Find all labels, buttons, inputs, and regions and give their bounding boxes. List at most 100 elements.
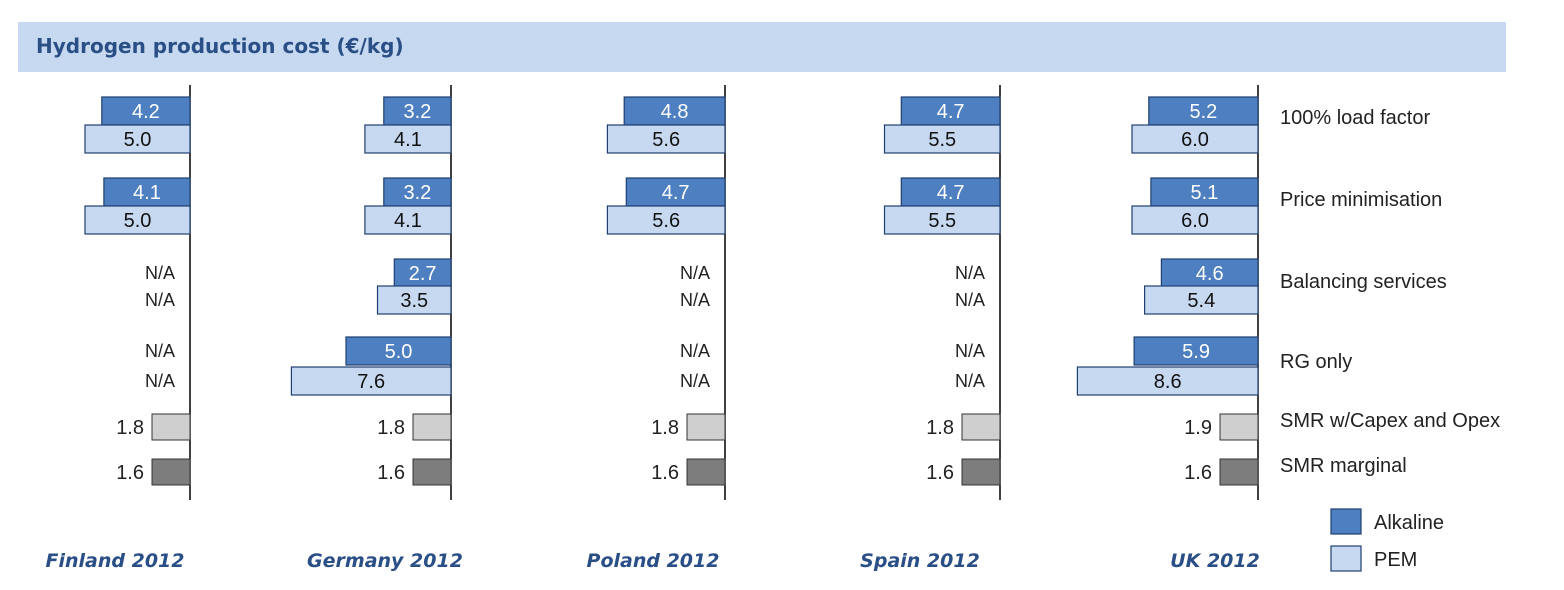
poland-2012-alkaline-label-2: 4.7 (662, 182, 690, 204)
finland-2012-pem-na-4: N/A (145, 371, 175, 391)
germany-2012-pem-bar-2 (364, 205, 452, 235)
poland-2012-alkaline-na-3: N/A (680, 263, 710, 283)
spain-2012-alkaline-na-3: N/A (955, 263, 985, 283)
uk-2012-panel-label: UK 2012 (1170, 550, 1260, 572)
poland-2012-alkaline-bar-1 (623, 96, 726, 126)
spain-2012-alkaline-label-1: 4.7 (937, 101, 965, 123)
uk-2012-alkaline-label-4: 5.9 (1182, 341, 1210, 363)
uk-2012-pem-bar-3 (1143, 285, 1259, 315)
spain-2012-smr-marginal-label: 1.6 (926, 462, 954, 484)
spain-2012-alkaline-label-2: 4.7 (937, 182, 965, 204)
category-label-price-minimisation: Price minimisation (1280, 189, 1442, 211)
germany-2012-alkaline-label-2: 3.2 (403, 182, 431, 204)
finland-2012-pem-na-3: N/A (145, 290, 175, 310)
uk-2012-alkaline-label-1: 5.2 (1189, 101, 1217, 123)
category-label-100-load-factor: 100% load factor (1280, 107, 1430, 129)
poland-2012-pem-na-3: N/A (680, 290, 710, 310)
spain-2012-alkaline-na-4: N/A (955, 341, 985, 361)
uk-2012-alkaline-bar-1 (1148, 96, 1259, 126)
spain-2012-smr-marginal-bar (961, 458, 1001, 486)
uk-2012-alkaline-label-3: 4.6 (1196, 263, 1224, 285)
germany-2012-pem-bar-3 (376, 285, 452, 315)
germany-2012-alkaline-label-3: 2.7 (409, 263, 437, 285)
finland-2012-panel-label: Finland 2012 (46, 550, 185, 572)
finland-2012-pem-label-2: 5.0 (124, 210, 152, 232)
finland-2012-alkaline-bar-2 (103, 177, 191, 207)
uk-2012-smr-marginal-bar (1219, 458, 1259, 486)
uk-2012-smr-capex-opex-bar (1219, 413, 1259, 441)
germany-2012-pem-bar-1 (364, 124, 452, 154)
poland-2012-panel-label: Poland 2012 (587, 550, 720, 572)
poland-2012-pem-bar-2 (606, 205, 726, 235)
germany-2012-alkaline-label-4: 5.0 (385, 341, 413, 363)
uk-2012-pem-bar-2 (1131, 205, 1259, 235)
spain-2012-pem-na-3: N/A (955, 290, 985, 310)
uk-2012-pem-bar-1 (1131, 124, 1259, 154)
germany-2012-alkaline-label-1: 3.2 (403, 101, 431, 123)
germany-2012-smr-capex-opex-label: 1.8 (377, 417, 405, 439)
poland-2012-pem-na-4: N/A (680, 371, 710, 391)
finland-2012-alkaline-na-4: N/A (145, 341, 175, 361)
finland-2012-pem-label-1: 5.0 (124, 129, 152, 151)
poland-2012-alkaline-bar-2 (625, 177, 726, 207)
spain-2012-pem-label-1: 5.5 (928, 129, 956, 151)
poland-2012-pem-label-2: 5.6 (652, 210, 680, 232)
finland-2012-smr-capex-opex-bar (151, 413, 191, 441)
germany-2012-pem-label-1: 4.1 (394, 129, 422, 151)
finland-2012-smr-marginal-bar (151, 458, 191, 486)
uk-2012-pem-label-1: 6.0 (1181, 129, 1209, 151)
spain-2012-pem-bar-2 (883, 205, 1001, 235)
uk-2012-alkaline-bar-4 (1133, 336, 1259, 366)
poland-2012-pem-bar-1 (606, 124, 726, 154)
germany-2012-pem-label-4: 7.6 (357, 371, 385, 393)
spain-2012-pem-bar-1 (883, 124, 1001, 154)
category-label-smr-marginal: SMR marginal (1280, 455, 1407, 477)
germany-2012-panel-label: Germany 2012 (307, 550, 463, 572)
germany-2012-alkaline-bar-2 (383, 177, 452, 207)
uk-2012-alkaline-bar-2 (1150, 177, 1259, 207)
poland-2012-alkaline-label-1: 4.8 (661, 101, 689, 123)
poland-2012-smr-capex-opex-bar (686, 413, 726, 441)
legend-label-alkaline: Alkaline (1374, 512, 1444, 534)
germany-2012-smr-marginal-bar (412, 458, 452, 486)
poland-2012-smr-capex-opex-label: 1.8 (651, 417, 679, 439)
uk-2012-pem-bar-4 (1076, 366, 1259, 396)
chart-title: Hydrogen production cost (€/kg) (36, 34, 404, 58)
legend-label-pem: PEM (1374, 549, 1417, 571)
uk-2012-alkaline-label-2: 5.1 (1191, 182, 1219, 204)
spain-2012-smr-capex-opex-label: 1.8 (926, 417, 954, 439)
spain-2012-smr-capex-opex-bar (961, 413, 1001, 441)
poland-2012-smr-marginal-label: 1.6 (651, 462, 679, 484)
germany-2012-alkaline-bar-4 (345, 336, 452, 366)
poland-2012-smr-marginal-bar (686, 458, 726, 486)
uk-2012-pem-label-3: 5.4 (1187, 290, 1215, 312)
finland-2012-alkaline-label-2: 4.1 (133, 182, 161, 204)
spain-2012-panel-label: Spain 2012 (860, 550, 980, 572)
germany-2012-pem-label-3: 3.5 (400, 290, 428, 312)
category-label-smr-w-capex-and-opex: SMR w/Capex and Opex (1280, 410, 1500, 432)
legend-swatch-alkaline (1330, 508, 1362, 535)
finland-2012-smr-capex-opex-label: 1.8 (116, 417, 144, 439)
uk-2012-pem-label-2: 6.0 (1181, 210, 1209, 232)
germany-2012-smr-marginal-label: 1.6 (377, 462, 405, 484)
title-band (18, 22, 1506, 72)
finland-2012-alkaline-na-3: N/A (145, 263, 175, 283)
poland-2012-alkaline-na-4: N/A (680, 341, 710, 361)
uk-2012-smr-marginal-label: 1.6 (1184, 462, 1212, 484)
poland-2012-pem-label-1: 5.6 (652, 129, 680, 151)
germany-2012-smr-capex-opex-bar (412, 413, 452, 441)
finland-2012-pem-bar-1 (84, 124, 191, 154)
spain-2012-pem-na-4: N/A (955, 371, 985, 391)
spain-2012-pem-label-2: 5.5 (928, 210, 956, 232)
finland-2012-alkaline-label-1: 4.2 (132, 101, 160, 123)
category-label-rg-only: RG only (1280, 351, 1352, 373)
uk-2012-pem-label-4: 8.6 (1154, 371, 1182, 393)
finland-2012-smr-marginal-label: 1.6 (116, 462, 144, 484)
germany-2012-pem-bar-4 (290, 366, 452, 396)
germany-2012-pem-label-2: 4.1 (394, 210, 422, 232)
uk-2012-smr-capex-opex-label: 1.9 (1184, 417, 1212, 439)
finland-2012-pem-bar-2 (84, 205, 191, 235)
category-label-balancing-services: Balancing services (1280, 271, 1447, 293)
legend-swatch-pem (1330, 545, 1362, 572)
